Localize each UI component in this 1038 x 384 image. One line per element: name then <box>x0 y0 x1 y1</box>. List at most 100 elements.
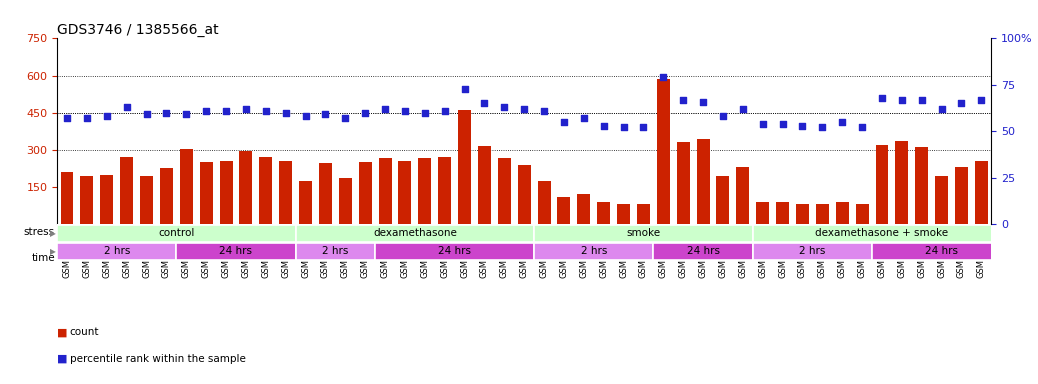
Bar <box>916 147 928 224</box>
Point <box>516 106 532 112</box>
Bar <box>120 157 133 224</box>
Bar <box>240 151 252 224</box>
Bar <box>60 172 74 224</box>
Point <box>436 108 453 114</box>
Bar <box>875 145 889 224</box>
Text: dexamethasone: dexamethasone <box>373 228 457 238</box>
Bar <box>535 225 753 242</box>
Bar <box>896 141 908 224</box>
Bar <box>57 243 176 260</box>
Point <box>973 96 989 103</box>
Point <box>655 74 672 81</box>
Point <box>377 106 393 112</box>
Point <box>694 98 711 104</box>
Bar <box>816 204 828 224</box>
Text: control: control <box>158 228 194 238</box>
Bar <box>296 243 375 260</box>
Bar <box>319 163 332 224</box>
Bar <box>199 162 213 224</box>
Text: dexamethasone + smoke: dexamethasone + smoke <box>816 228 949 238</box>
Bar <box>618 204 630 224</box>
Point <box>834 119 850 125</box>
Text: 24 hrs: 24 hrs <box>925 247 958 257</box>
Text: 2 hrs: 2 hrs <box>580 247 607 257</box>
Text: stress: stress <box>24 227 55 237</box>
Point <box>933 106 950 112</box>
Point <box>616 124 632 131</box>
Bar <box>677 142 689 224</box>
Point <box>894 96 910 103</box>
Point <box>238 106 254 112</box>
Bar <box>101 174 113 224</box>
Text: GDS3746 / 1385566_at: GDS3746 / 1385566_at <box>57 23 219 37</box>
Bar <box>379 159 391 224</box>
Point <box>59 115 76 121</box>
Bar <box>538 181 550 224</box>
Point <box>357 109 374 116</box>
Bar <box>935 176 948 224</box>
Bar <box>338 178 352 224</box>
Bar <box>696 139 710 224</box>
Point <box>874 95 891 101</box>
Bar <box>279 161 292 224</box>
Point <box>536 108 552 114</box>
Bar <box>438 157 452 224</box>
Point <box>416 109 433 116</box>
Text: 2 hrs: 2 hrs <box>322 247 349 257</box>
Point <box>397 108 413 114</box>
Point <box>596 122 612 129</box>
Point <box>138 111 155 118</box>
Bar <box>836 202 849 224</box>
Text: percentile rank within the sample: percentile rank within the sample <box>70 354 245 364</box>
Bar <box>477 146 491 224</box>
Text: ■: ■ <box>57 327 71 337</box>
Bar <box>975 161 988 224</box>
Bar <box>180 149 193 224</box>
Bar <box>577 194 591 224</box>
Bar <box>776 202 789 224</box>
Bar <box>418 159 431 224</box>
Bar <box>140 176 153 224</box>
Text: count: count <box>70 327 99 337</box>
Bar <box>498 159 511 224</box>
Bar <box>57 225 296 242</box>
Point <box>198 108 215 114</box>
Point <box>794 122 811 129</box>
Point <box>318 111 334 118</box>
Text: smoke: smoke <box>626 228 660 238</box>
Point <box>118 104 135 110</box>
Bar <box>597 202 610 224</box>
Point <box>555 119 572 125</box>
Bar <box>955 167 967 224</box>
Bar <box>716 176 730 224</box>
Point <box>218 108 235 114</box>
Point <box>814 124 830 131</box>
Point <box>854 124 871 131</box>
Point <box>913 96 930 103</box>
Bar <box>753 225 1011 242</box>
Point <box>575 115 592 121</box>
Bar <box>176 243 296 260</box>
Point <box>99 113 115 119</box>
Bar <box>657 79 670 224</box>
Point <box>177 111 194 118</box>
Text: 2 hrs: 2 hrs <box>799 247 825 257</box>
Bar <box>753 243 872 260</box>
Bar <box>296 225 535 242</box>
Text: 2 hrs: 2 hrs <box>104 247 130 257</box>
Text: 24 hrs: 24 hrs <box>219 247 252 257</box>
Bar <box>160 168 173 224</box>
Bar <box>260 157 272 224</box>
Text: 24 hrs: 24 hrs <box>438 247 471 257</box>
Bar <box>458 110 471 224</box>
Point <box>277 109 294 116</box>
Bar <box>637 204 650 224</box>
Bar <box>855 204 869 224</box>
Bar <box>81 176 93 224</box>
Text: ▶: ▶ <box>50 229 56 238</box>
Point <box>457 85 473 91</box>
Point <box>755 121 771 127</box>
Point <box>476 100 493 106</box>
Bar <box>518 165 530 224</box>
Bar <box>872 243 1011 260</box>
